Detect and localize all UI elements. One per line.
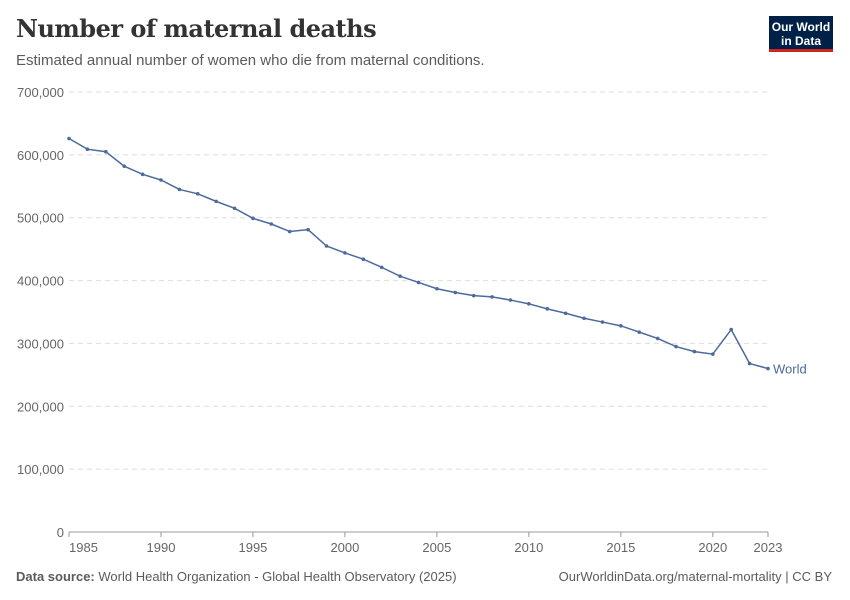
data-point	[600, 320, 605, 324]
data-point	[747, 361, 752, 366]
data-point	[140, 172, 145, 177]
data-point	[177, 187, 182, 192]
data-point	[527, 302, 531, 306]
data-point	[159, 178, 163, 182]
y-tick-label: 100,000	[17, 462, 64, 477]
x-tick-label: 2000	[330, 540, 359, 555]
data-point	[416, 280, 421, 285]
y-tick-label: 700,000	[17, 85, 64, 100]
data-point	[232, 206, 237, 211]
x-tick-label: 2020	[698, 540, 727, 555]
x-tick-label: 2015	[606, 540, 635, 555]
data-point	[490, 295, 494, 299]
data-point	[103, 149, 108, 154]
data-point	[85, 147, 90, 151]
series-line-world	[68, 137, 769, 370]
owid-logo[interactable]: Our World in Data	[769, 16, 833, 52]
y-tick-label: 600,000	[17, 148, 64, 163]
data-point	[655, 336, 660, 341]
source-label: Data source:	[16, 569, 95, 584]
data-point	[361, 257, 366, 262]
data-point	[251, 216, 255, 221]
y-tick-label: 400,000	[17, 274, 64, 289]
source-url[interactable]: OurWorldinData.org/maternal-mortality | …	[558, 569, 832, 584]
data-point	[674, 344, 678, 349]
series-label-world: World	[773, 362, 807, 377]
data-point	[269, 222, 274, 226]
data-point	[324, 244, 329, 248]
data-point	[711, 352, 715, 356]
data-point	[287, 229, 292, 234]
data-point	[195, 192, 200, 196]
y-tick-label: 200,000	[17, 399, 64, 414]
x-tick-label: 2023	[754, 540, 783, 555]
y-tick-label: 300,000	[17, 336, 64, 351]
chart-subtitle: Estimated annual number of women who die…	[16, 52, 485, 69]
data-point	[582, 316, 586, 321]
data-point	[343, 251, 347, 255]
x-tick-label: 2010	[514, 540, 543, 555]
data-point	[619, 324, 623, 328]
y-tick-label: 500,000	[17, 211, 64, 226]
data-point	[435, 286, 439, 291]
data-point	[122, 164, 126, 168]
data-point	[692, 349, 697, 354]
data-point	[67, 136, 71, 141]
data-point	[766, 366, 770, 371]
data-point	[508, 298, 513, 302]
source-text: World Health Organization - Global Healt…	[98, 569, 457, 584]
x-tick-label: 1995	[238, 540, 267, 555]
data-point	[306, 227, 310, 232]
data-point	[729, 327, 734, 332]
data-point	[545, 307, 550, 311]
x-tick-label: 1990	[147, 540, 176, 555]
data-source: Data source: World Health Organization -…	[16, 569, 457, 584]
chart-title: Number of maternal deaths	[16, 14, 377, 43]
data-point	[214, 199, 218, 204]
data-point	[563, 311, 568, 316]
x-tick-label: 2005	[422, 540, 451, 555]
data-point	[398, 274, 402, 278]
data-point	[471, 293, 476, 298]
data-point	[379, 265, 384, 270]
y-tick-label: 0	[57, 525, 64, 540]
x-tick-label: 1985	[69, 540, 98, 555]
data-point	[637, 330, 642, 334]
data-point	[453, 290, 458, 295]
